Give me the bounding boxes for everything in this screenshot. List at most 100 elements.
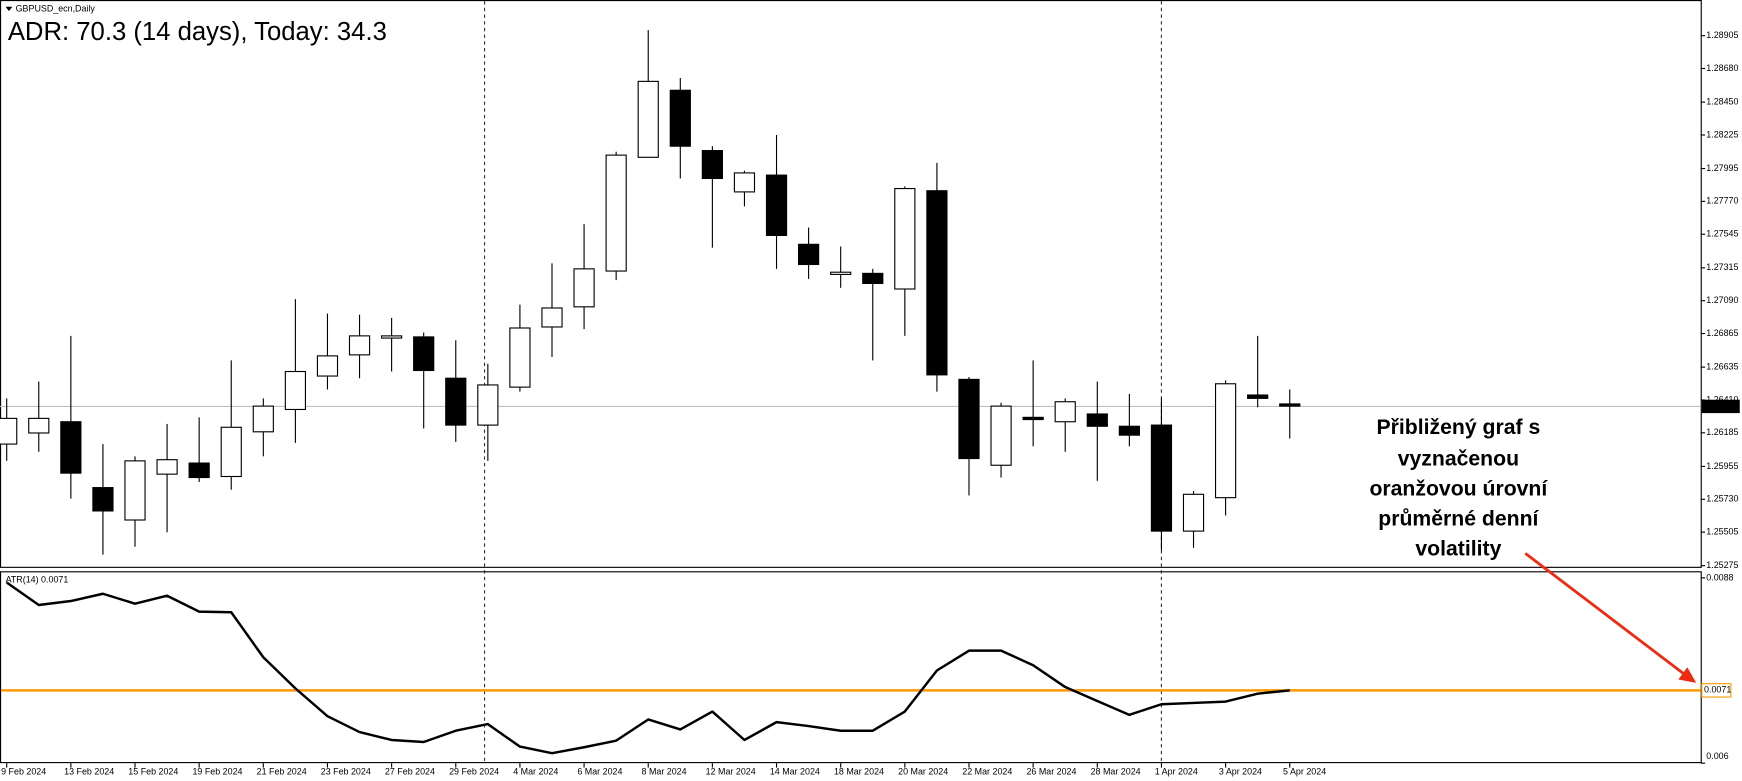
annotation-line: volatility — [1415, 538, 1501, 561]
candle-body — [1118, 425, 1140, 436]
x-tick-label: 14 Mar 2024 — [770, 766, 820, 776]
y-tick-label: 1.26410 — [1706, 394, 1738, 404]
x-tick-label: 1 Apr 2024 — [1155, 766, 1198, 776]
candle — [765, 134, 788, 269]
candle — [669, 78, 691, 179]
candle — [926, 162, 948, 392]
candle — [1054, 398, 1076, 452]
candle-body — [637, 80, 659, 158]
candle-body — [316, 355, 339, 377]
candle-body — [573, 268, 595, 308]
x-tick-label: 26 Mar 2024 — [1026, 766, 1076, 776]
x-tick-label: 18 Mar 2024 — [834, 766, 884, 776]
y-tick-label: 1.27090 — [1706, 295, 1738, 305]
candle — [284, 299, 306, 443]
candle — [316, 313, 339, 390]
y-tick-label: 1.27995 — [1706, 163, 1738, 173]
x-tick-label: 15 Feb 2024 — [128, 766, 178, 776]
x-tick-label: 13 Feb 2024 — [64, 766, 114, 776]
candle — [477, 363, 499, 461]
candle — [60, 335, 82, 499]
adr-label: ADR: 70.3 (14 days), Today: 34.3 — [8, 18, 387, 46]
candle-body — [669, 89, 691, 147]
x-tick-label: 20 Mar 2024 — [898, 766, 948, 776]
x-tick-label: 22 Mar 2024 — [962, 766, 1012, 776]
y-tick-label: 1.27770 — [1706, 196, 1738, 206]
x-tick-label: 27 Feb 2024 — [385, 766, 435, 776]
candle-body — [605, 154, 627, 272]
candle-body — [92, 487, 114, 512]
candle-body — [0, 417, 18, 445]
candle-body — [1150, 424, 1173, 532]
candle-body — [188, 462, 210, 479]
candle-body — [733, 172, 756, 193]
candle-body — [1022, 416, 1044, 421]
candle-body — [60, 421, 82, 474]
candle-body — [862, 272, 884, 285]
candle — [1182, 490, 1205, 548]
candle-body — [1086, 413, 1108, 427]
candle-body — [701, 150, 723, 180]
candle-body — [477, 384, 499, 426]
y-tick-label: 1.25955 — [1706, 461, 1738, 471]
candle-body — [284, 370, 306, 411]
y-tick-label: 1.28450 — [1706, 96, 1738, 106]
last-price-label: 1.26366 — [1705, 401, 1737, 411]
candle-body — [1054, 401, 1076, 423]
candle — [862, 268, 884, 361]
candle — [252, 398, 274, 457]
candle-body — [926, 190, 948, 376]
atr-line — [5, 581, 1290, 755]
candle-body — [413, 336, 435, 372]
candle — [605, 151, 627, 281]
candle — [0, 398, 18, 461]
candle — [28, 381, 50, 452]
y-tick-label: 0.0088 — [1706, 572, 1733, 582]
candle — [220, 360, 242, 490]
x-tick-label: 9 Feb 2024 — [1, 766, 46, 776]
level-box — [1701, 683, 1732, 698]
candle-body — [541, 307, 563, 328]
annotation-arrow — [1524, 552, 1685, 676]
y-tick-label: 1.26635 — [1706, 361, 1738, 371]
candle — [156, 423, 178, 533]
x-tick-label: 5 Apr 2024 — [1283, 766, 1326, 776]
y-tick-label: 1.26185 — [1706, 427, 1738, 437]
candle-body — [252, 405, 274, 433]
candle — [509, 304, 531, 392]
candle — [830, 246, 852, 288]
price-panel — [0, 0, 1702, 568]
y-tick-label: 0.006 — [1706, 751, 1728, 761]
symbol-title: GBPUSD_ecn,Daily — [16, 3, 96, 13]
candle — [701, 146, 723, 248]
candle-body — [1279, 403, 1301, 407]
candle — [92, 444, 114, 555]
indicator-title: ATR(14) 0.0071 — [6, 575, 69, 585]
candle — [1022, 360, 1044, 447]
annotation: Přibližený graf s vyznačenou oranžovou ú… — [1369, 416, 1548, 561]
candle-body — [894, 187, 916, 290]
candle — [958, 377, 980, 496]
candle — [797, 227, 820, 279]
candle — [637, 30, 659, 158]
y-tick-label: 1.25505 — [1706, 526, 1738, 536]
x-tick-label: 19 Feb 2024 — [192, 766, 242, 776]
candle-body — [348, 335, 371, 356]
y-tick-label: 1.27545 — [1706, 229, 1738, 239]
candle-body — [797, 243, 820, 266]
y-tick-label: 1.28680 — [1706, 63, 1738, 73]
candle-body — [1247, 394, 1269, 399]
candle-body — [1182, 493, 1205, 532]
candle — [124, 456, 146, 547]
level-label: 0.0071 — [1704, 685, 1731, 695]
candle-body — [958, 378, 980, 460]
candle-body — [1214, 383, 1237, 499]
y-tick-label: 1.28225 — [1706, 129, 1738, 139]
indicator-panel — [0, 571, 1702, 764]
candle — [188, 417, 210, 483]
x-tick-label: 3 Apr 2024 — [1219, 766, 1262, 776]
last-price-box — [1701, 399, 1740, 414]
candle — [445, 340, 467, 442]
candle — [1247, 335, 1269, 408]
candle-body — [156, 459, 178, 475]
